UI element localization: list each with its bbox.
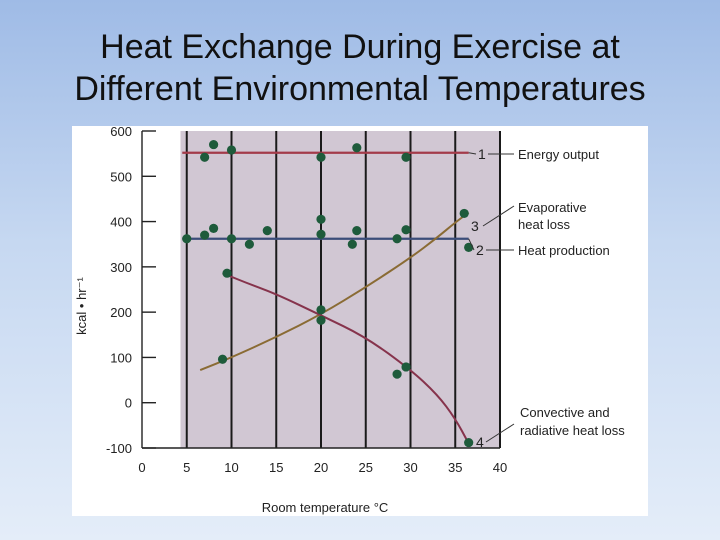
label-evaporative-line2: heat loss — [518, 217, 571, 232]
data-point-s2-1 — [182, 234, 192, 244]
label-evaporative-line1: Evaporative — [518, 200, 587, 215]
data-point-s1-5 — [352, 143, 362, 153]
connector-1 — [468, 152, 477, 155]
y-tick-label-600: 600 — [110, 126, 132, 139]
label-heat-production: Heat production — [518, 243, 610, 258]
plot-area — [180, 131, 501, 448]
data-point-s4-5 — [464, 437, 474, 448]
y-tick-label-0: 0 — [125, 396, 132, 411]
data-point-s4-1 — [222, 268, 232, 278]
series-number-4: 4 — [476, 434, 484, 450]
y-tick-label-100: 100 — [110, 350, 132, 365]
x-tick-label-30: 30 — [403, 460, 417, 475]
label-convective-line2: radiative heat loss — [520, 423, 625, 438]
data-point-s1-6 — [401, 152, 411, 162]
y-tick-label-200: 200 — [110, 305, 132, 320]
data-point-s3-2 — [316, 315, 326, 325]
data-point-s2-10 — [352, 226, 362, 236]
slide-title-line1: Heat Exchange During Exercise at — [100, 28, 620, 66]
leader-line-2 — [482, 205, 515, 227]
series-number-3: 3 — [471, 218, 479, 234]
x-tick-label-20: 20 — [314, 460, 328, 475]
x-tick-label-10: 10 — [224, 460, 238, 475]
data-point-s2-2 — [200, 230, 210, 240]
x-tick-label-5: 5 — [183, 460, 190, 475]
data-point-s2-9 — [347, 239, 357, 249]
data-point-s3-1 — [217, 354, 228, 364]
data-point-s1-3 — [226, 145, 237, 155]
series-layer — [182, 139, 474, 448]
x-tick-label-35: 35 — [448, 460, 462, 475]
data-point-s1-2 — [209, 139, 219, 150]
x-tick-label-25: 25 — [359, 460, 373, 475]
series-number-1: 1 — [478, 146, 486, 162]
y-tick-label-400: 400 — [110, 215, 132, 230]
x-axis-label: Room temperature °C — [262, 500, 389, 515]
leader-line-4 — [485, 423, 515, 443]
data-point-s2-13 — [464, 242, 474, 252]
data-point-s2-7 — [316, 229, 326, 239]
data-point-s3-3 — [459, 208, 469, 219]
data-point-s1-1 — [200, 152, 210, 162]
data-point-s2-5 — [244, 239, 254, 249]
data-point-s4-3 — [392, 369, 402, 379]
data-point-s2-3 — [209, 223, 219, 233]
series-curve-4 — [222, 272, 470, 444]
data-point-s4-2 — [316, 305, 326, 315]
annotations — [468, 152, 515, 443]
grid-lines — [185, 131, 501, 448]
x-tick-label-15: 15 — [269, 460, 283, 475]
label-energy-output: Energy output — [518, 147, 599, 162]
connector-2 — [468, 238, 475, 251]
y-axis-label: kcal • hr⁻¹ — [74, 277, 89, 335]
chart-figure: -100 0 100 200 300 400 500 600 0 5 10 15 20 25 30 35 40 … — [72, 126, 648, 516]
data-point-s4-4 — [401, 362, 411, 372]
slide-title-line2: Different Environmental Temperatures — [74, 70, 646, 108]
axes: -100 0 100 200 300 400 500 600 0 5 10 15 20 25 30 35 40 — [106, 126, 507, 475]
y-tick-label--100: -100 — [106, 441, 132, 456]
y-tick-label-500: 500 — [110, 169, 132, 184]
plot-background — [180, 131, 501, 448]
data-point-s1-4 — [316, 152, 326, 162]
data-point-s2-8 — [316, 214, 326, 224]
data-point-s2-6 — [262, 226, 272, 236]
slide-title: Heat Exchange During Exercise at Differe… — [0, 26, 720, 110]
x-tick-label-0: 0 — [138, 460, 145, 475]
data-point-s2-4 — [226, 234, 237, 244]
data-point-s2-11 — [392, 234, 402, 244]
series-number-2: 2 — [476, 242, 484, 258]
data-point-s2-12 — [401, 225, 411, 235]
label-convective-line1: Convective and — [520, 405, 610, 420]
y-tick-label-300: 300 — [110, 260, 132, 275]
x-tick-label-40: 40 — [493, 460, 507, 475]
